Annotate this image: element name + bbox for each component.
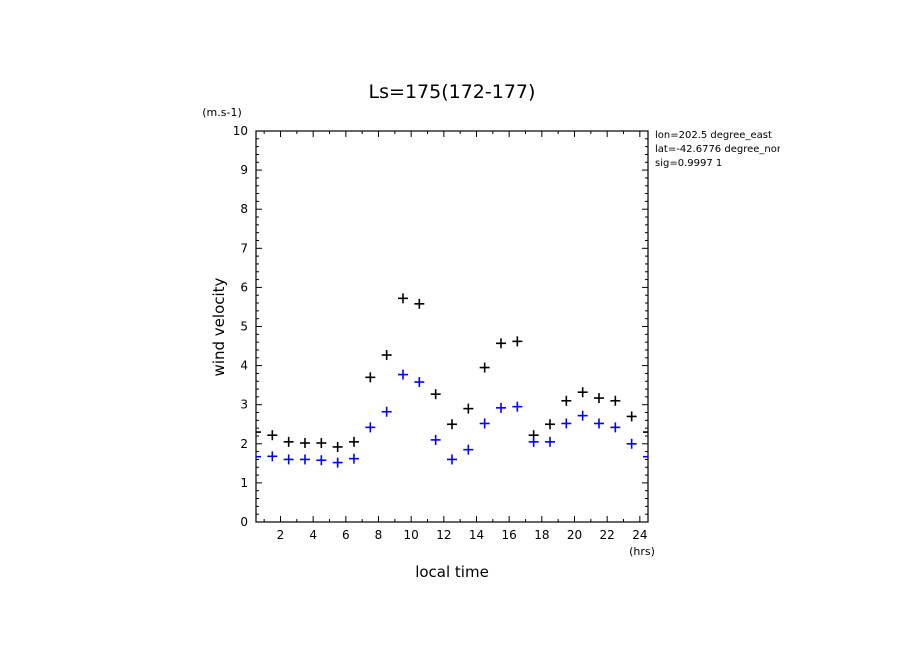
- y-tick-label: 8: [240, 202, 248, 216]
- data-point-series-2: [528, 436, 539, 447]
- data-point-series-2: [332, 457, 343, 468]
- data-point-series-1: [626, 411, 637, 422]
- x-tick-label: 16: [502, 528, 517, 542]
- data-point-series-2: [300, 454, 310, 465]
- data-point-series-1: [577, 387, 588, 398]
- data-point-series-2: [512, 401, 523, 412]
- data-point-series-1: [398, 293, 408, 304]
- y-tick-label: 1: [240, 476, 248, 490]
- data-point-series-2: [496, 402, 506, 413]
- data-point-series-2: [626, 438, 637, 449]
- data-point-series-2: [267, 451, 278, 462]
- x-tick-label: 12: [436, 528, 451, 542]
- x-tick-label: 6: [342, 528, 350, 542]
- data-point-series-2: [594, 418, 604, 429]
- data-point-series-1: [300, 438, 310, 449]
- data-point-series-2: [414, 377, 425, 388]
- x-axis-label: local time: [415, 563, 489, 581]
- data-point-series-1: [561, 395, 572, 406]
- data-point-series-2: [398, 369, 408, 380]
- x-tick-label: 10: [404, 528, 419, 542]
- data-point-series-2: [447, 454, 457, 465]
- data-point-series-1: [365, 372, 376, 383]
- x-tick-label: 14: [469, 528, 484, 542]
- y-tick-label: 0: [240, 515, 248, 529]
- data-point-series-2: [561, 418, 572, 429]
- x-tick-label: 2: [277, 528, 285, 542]
- plot-marks: [256, 293, 648, 468]
- data-point-series-2: [316, 455, 327, 466]
- data-point-series-1: [479, 362, 490, 373]
- data-point-series-2: [545, 436, 555, 447]
- y-tick-label: 9: [240, 163, 248, 177]
- data-point-series-2: [365, 422, 376, 433]
- y-tick-label: 6: [240, 280, 248, 294]
- annotation-lon: lon=202.5 degree_east: [655, 130, 772, 141]
- data-point-series-1: [447, 419, 457, 430]
- data-point-series-1: [283, 436, 294, 447]
- data-point-series-1: [267, 430, 278, 441]
- data-point-series-1: [545, 419, 555, 430]
- y-tick-label: 5: [240, 320, 248, 334]
- data-point-series-2: [349, 453, 359, 464]
- data-point-series-2: [479, 418, 490, 429]
- data-point-series-2: [577, 410, 588, 421]
- x-tick-label: 18: [534, 528, 549, 542]
- data-point-series-1: [414, 298, 425, 309]
- data-point-series-1: [496, 338, 506, 349]
- data-point-series-2: [463, 444, 474, 455]
- y-unit-label: (m.s-1): [202, 106, 242, 119]
- data-point-series-1: [316, 438, 327, 449]
- x-tick-label: 20: [567, 528, 582, 542]
- data-point-series-2: [430, 434, 441, 445]
- data-point-series-1: [349, 436, 359, 447]
- y-tick-label: 10: [233, 124, 248, 138]
- y-tick-label: 7: [240, 241, 248, 255]
- x-tick-label: 4: [309, 528, 317, 542]
- data-point-series-1: [381, 350, 392, 361]
- data-point-series-1: [512, 336, 523, 347]
- data-point-series-2: [381, 406, 392, 417]
- data-point-series-1: [463, 403, 474, 414]
- data-point-series-1: [594, 393, 604, 404]
- data-point-series-1: [610, 395, 621, 406]
- data-point-series-2: [283, 454, 294, 465]
- x-tick-label: 22: [600, 528, 615, 542]
- annotation-sig: sig=0.9997 1: [655, 158, 722, 169]
- annotation-lat: lat=-42.6776 degree_north: [655, 144, 791, 155]
- x-unit-label: (hrs): [629, 545, 655, 558]
- data-point-series-1: [332, 441, 343, 452]
- data-point-series-1: [430, 389, 441, 400]
- x-tick-label: 8: [375, 528, 383, 542]
- data-point-series-2: [610, 422, 621, 433]
- chart-title: Ls=175(172-177): [369, 81, 536, 103]
- x-tick-label: 24: [632, 528, 647, 542]
- annotation-clip: [780, 125, 904, 175]
- y-tick-label: 3: [240, 398, 248, 412]
- y-tick-label: 2: [240, 437, 248, 451]
- y-tick-label: 4: [240, 359, 248, 373]
- y-axis-label: wind velocity: [210, 277, 228, 376]
